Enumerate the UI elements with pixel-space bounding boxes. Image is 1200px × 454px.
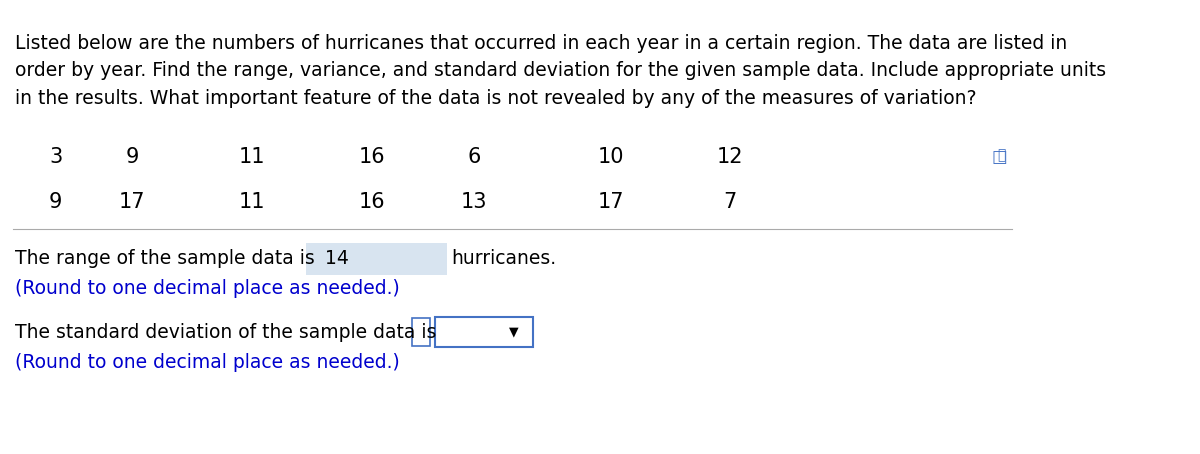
Text: 12: 12 bbox=[718, 147, 744, 167]
Text: 11: 11 bbox=[239, 192, 265, 212]
Text: 17: 17 bbox=[119, 192, 145, 212]
Text: hurricanes.: hurricanes. bbox=[451, 250, 556, 268]
Text: 9: 9 bbox=[126, 147, 139, 167]
Text: 7: 7 bbox=[724, 192, 737, 212]
Text: 17: 17 bbox=[598, 192, 624, 212]
Text: The range of the sample data is: The range of the sample data is bbox=[16, 250, 322, 268]
FancyBboxPatch shape bbox=[412, 318, 431, 346]
Text: 10: 10 bbox=[598, 147, 624, 167]
Text: Listed below are the numbers of hurricanes that occurred in each year in a certa: Listed below are the numbers of hurrican… bbox=[16, 34, 1106, 108]
Text: 9: 9 bbox=[49, 192, 62, 212]
Text: 16: 16 bbox=[359, 147, 385, 167]
FancyBboxPatch shape bbox=[434, 317, 533, 347]
Text: The standard deviation of the sample data is: The standard deviation of the sample dat… bbox=[16, 322, 437, 341]
Text: ⎘: ⎘ bbox=[997, 148, 1006, 162]
Text: 14: 14 bbox=[324, 250, 348, 268]
FancyBboxPatch shape bbox=[306, 243, 446, 275]
Text: □: □ bbox=[991, 148, 1007, 166]
Text: (Round to one decimal place as needed.): (Round to one decimal place as needed.) bbox=[16, 352, 400, 371]
Text: ▼: ▼ bbox=[509, 326, 518, 339]
Text: 16: 16 bbox=[359, 192, 385, 212]
Text: 6: 6 bbox=[467, 147, 481, 167]
Text: 11: 11 bbox=[239, 147, 265, 167]
Text: 3: 3 bbox=[49, 147, 62, 167]
Text: (Round to one decimal place as needed.): (Round to one decimal place as needed.) bbox=[16, 280, 400, 298]
Text: 13: 13 bbox=[461, 192, 487, 212]
